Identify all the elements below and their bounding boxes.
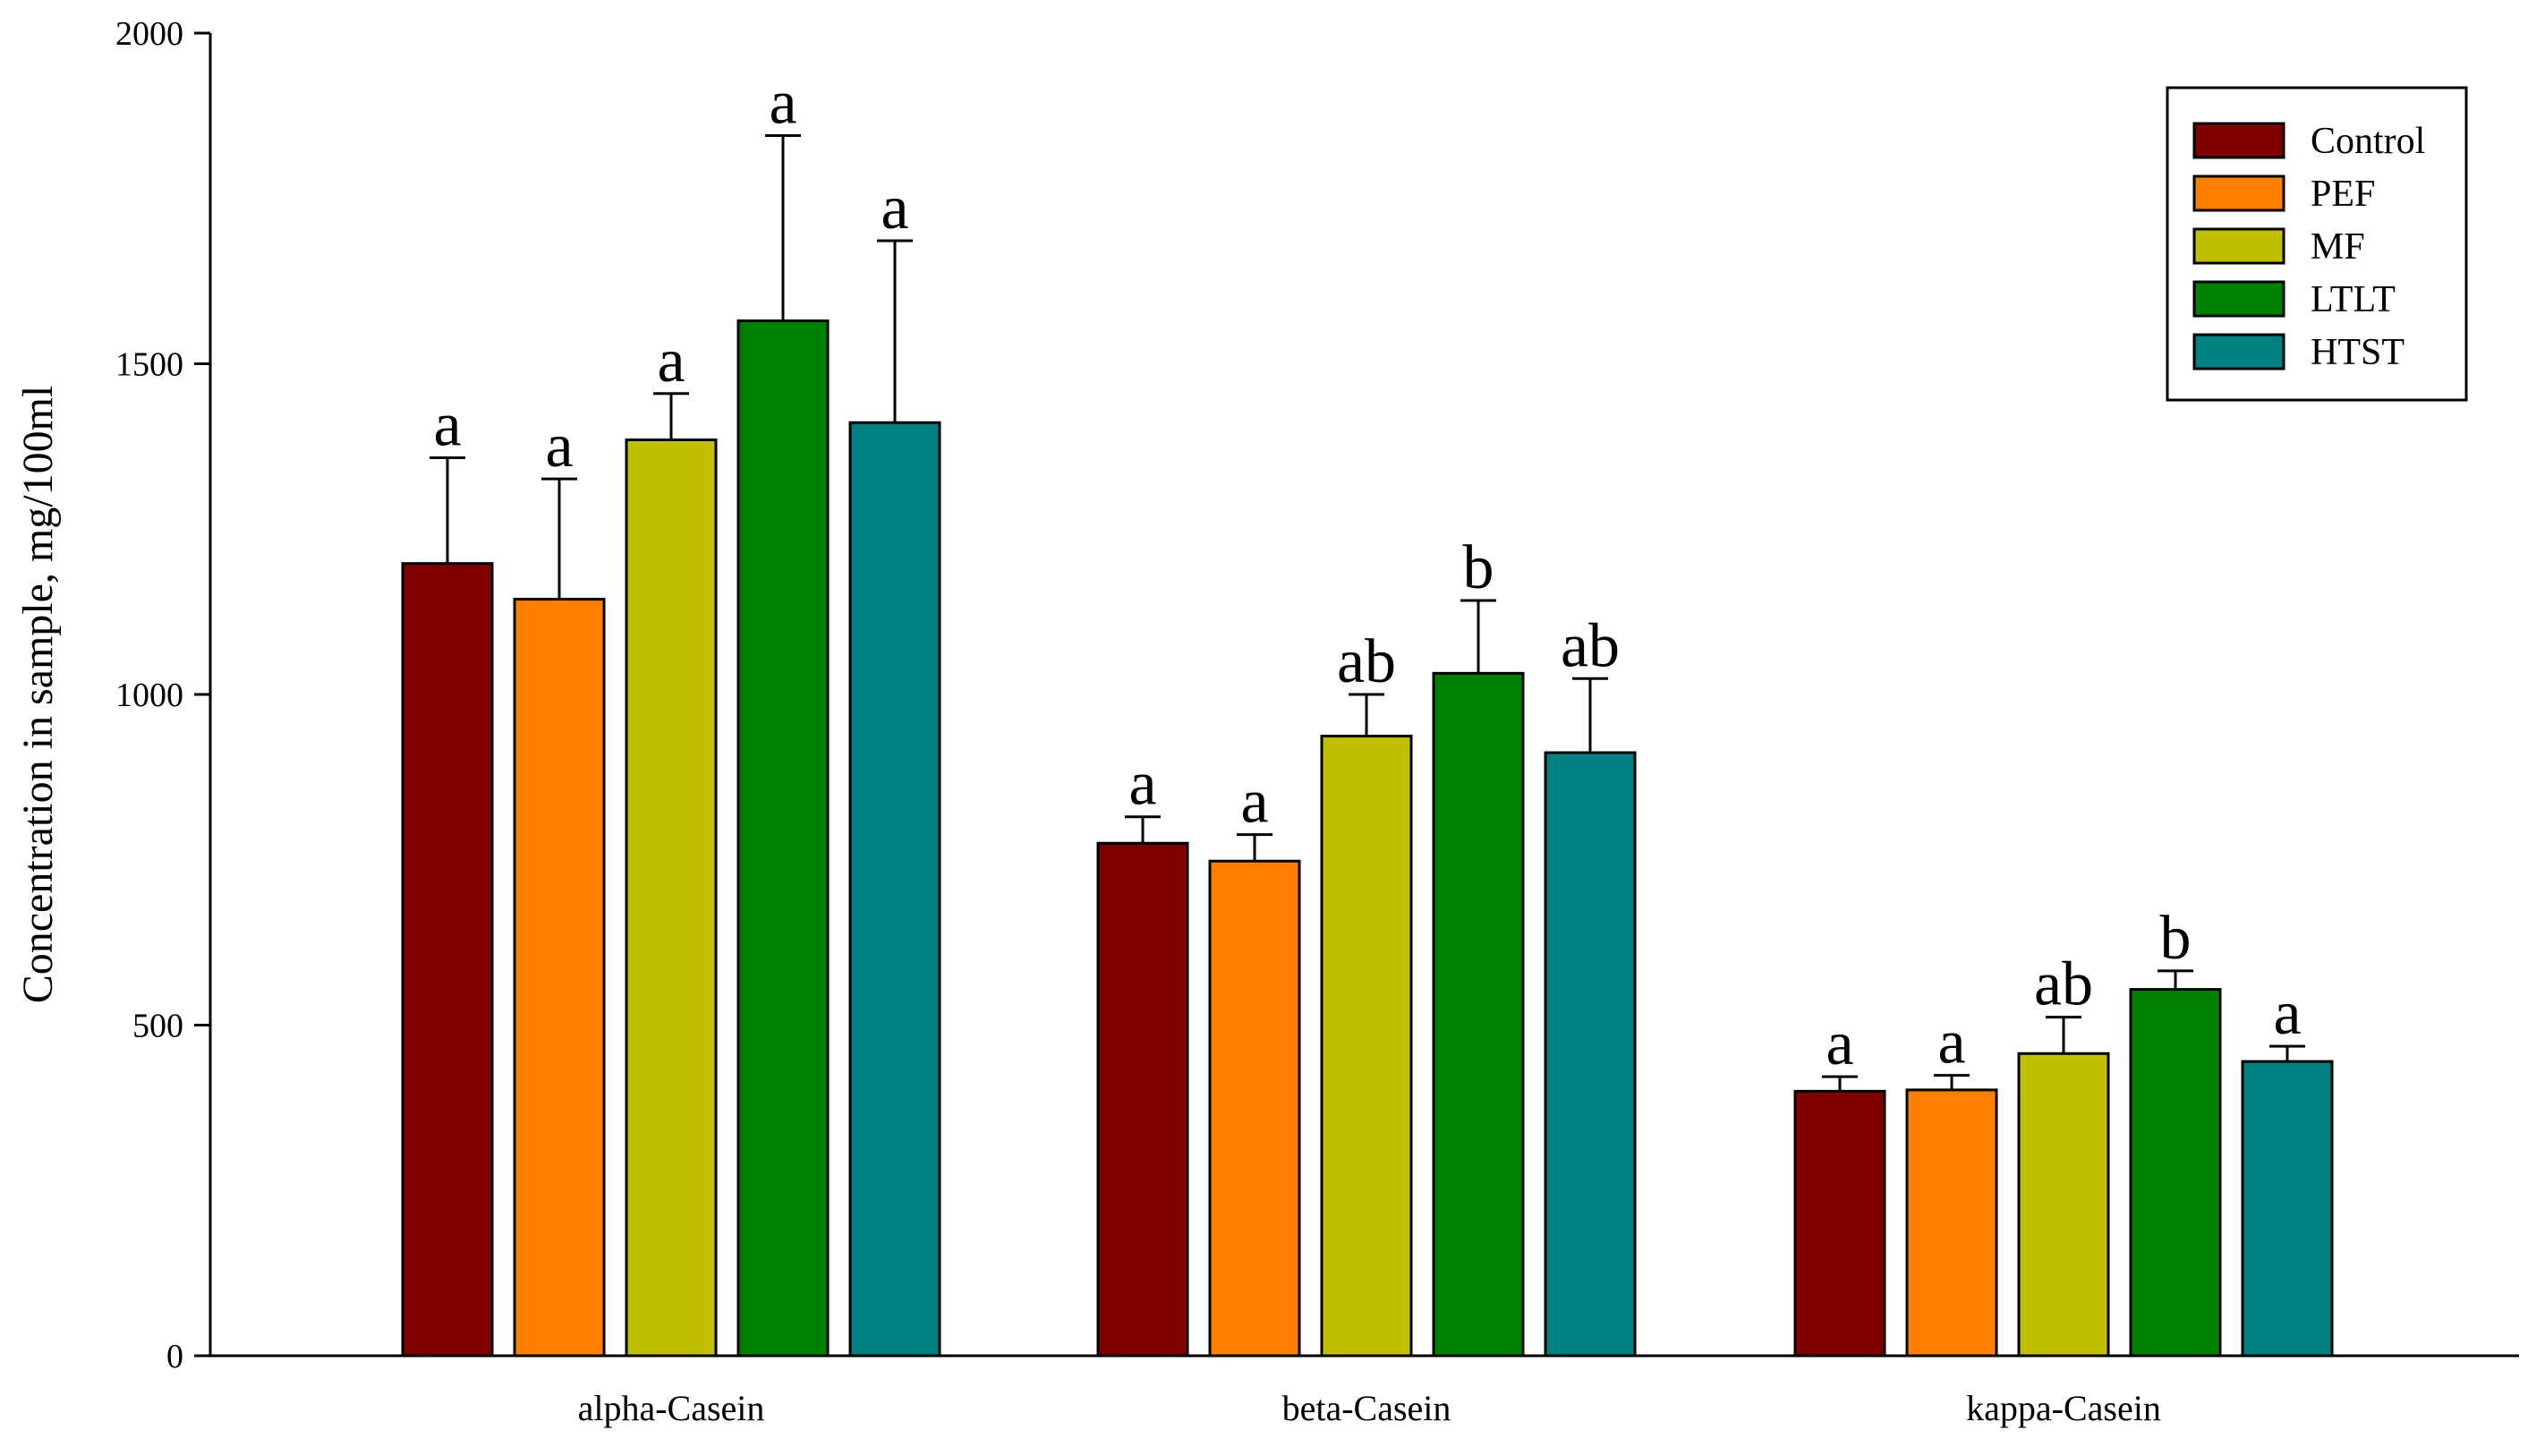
x-tick-label: alpha-Casein [578,1388,765,1428]
significance-label: a [881,174,908,243]
significance-label: b [1463,533,1494,602]
significance-label: a [433,390,461,459]
legend-label-ltlt: LTLT [2311,279,2396,320]
bar-mf-beta-casein [1320,735,1413,1358]
significance-label: a [1937,1009,1965,1077]
x-tick-label: kappa-Casein [1966,1388,2161,1428]
legend-label-control: Control [2311,121,2425,162]
significance-label: a [769,69,796,138]
legend-swatch-pef [2192,175,2285,212]
significance-label: a [1826,1009,1853,1078]
bar-ltlt-beta-casein [1432,671,1525,1358]
bar-htst-alpha-casein [848,421,941,1358]
bar-ltlt-alpha-casein [736,319,830,1358]
legend-label-pef: PEF [2311,174,2375,215]
y-tick-label: 1500 [115,346,183,384]
significance-label: a [1240,768,1268,837]
bar-ltlt-kappa-casein [2129,988,2222,1358]
legend-label-htst: HTST [2311,332,2405,373]
bar-pef-kappa-casein [1905,1088,1998,1358]
bar-pef-alpha-casein [513,598,606,1358]
legend-swatch-control [2192,122,2285,159]
bar-control-alpha-casein [401,562,494,1358]
bar-control-beta-casein [1096,841,1189,1358]
y-tick-label: 500 [132,1008,183,1045]
significance-label: b [2160,904,2192,973]
legend-label-mf: MF [2311,226,2365,268]
y-tick-label: 1000 [115,677,183,714]
legend-swatch-ltlt [2192,280,2285,318]
legend-swatch-htst [2192,333,2285,370]
significance-label: a [1128,750,1156,819]
y-tick-label: 2000 [115,15,183,53]
y-axis-title: Concentration in sample, mg/100ml [14,386,62,1004]
significance-label: a [545,412,573,481]
bar-pef-beta-casein [1208,859,1301,1358]
bar-control-kappa-casein [1793,1089,1886,1358]
bar-htst-beta-casein [1544,751,1637,1358]
significance-label: ab [1561,611,1620,680]
bar-mf-kappa-casein [2017,1052,2110,1358]
y-tick-label: 0 [166,1338,183,1375]
significance-label: a [657,327,685,396]
bar-mf-alpha-casein [625,438,718,1358]
significance-label: ab [2034,950,2093,1019]
significance-label: a [2273,979,2301,1048]
bar-htst-kappa-casein [2241,1060,2334,1358]
x-tick-label: beta-Casein [1282,1388,1451,1428]
legend-swatch-mf [2192,227,2285,265]
significance-label: ab [1337,627,1396,696]
